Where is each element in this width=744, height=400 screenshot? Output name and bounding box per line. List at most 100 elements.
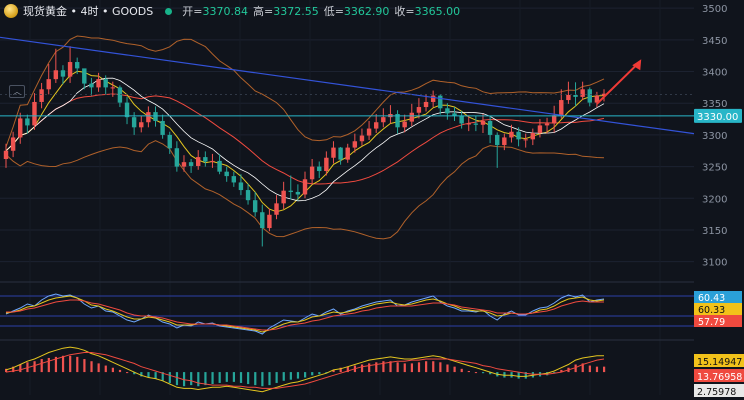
candle-body bbox=[181, 162, 187, 167]
market-status-dot-icon bbox=[165, 7, 173, 15]
y-tick-label: 3500 bbox=[702, 4, 727, 15]
candle-body bbox=[402, 121, 407, 128]
candle-body bbox=[302, 179, 308, 195]
candle-body bbox=[167, 134, 172, 149]
candle-body bbox=[580, 89, 585, 97]
macd-histogram-bar bbox=[417, 362, 421, 373]
macd-histogram-bar bbox=[403, 363, 406, 373]
macd-histogram-bar bbox=[289, 372, 292, 380]
candle-body bbox=[537, 125, 543, 134]
price-pane[interactable] bbox=[0, 35, 695, 247]
candle-body bbox=[487, 120, 493, 135]
high-label: 高= bbox=[252, 5, 274, 18]
macd-histogram-bar bbox=[175, 372, 179, 386]
macd-histogram-bar bbox=[517, 372, 520, 379]
candle-body bbox=[274, 203, 279, 215]
macd-histogram-bar bbox=[211, 372, 214, 385]
y-tick-label: 3100 bbox=[702, 258, 727, 269]
macd-histogram-bar bbox=[489, 372, 492, 375]
macd-histogram-bar bbox=[368, 363, 371, 373]
macd-histogram-bar bbox=[603, 366, 606, 373]
candle-body bbox=[74, 62, 80, 69]
candle-body bbox=[587, 89, 592, 103]
candle-body bbox=[324, 157, 329, 172]
macd-histogram-bar bbox=[5, 368, 8, 373]
candle-body bbox=[544, 123, 550, 126]
candle-body bbox=[559, 100, 564, 116]
macd-histogram-bar bbox=[61, 355, 65, 373]
candle-body bbox=[409, 112, 414, 122]
high-value: 3372.55 bbox=[273, 4, 319, 18]
macd-histogram-bar bbox=[76, 356, 79, 373]
macd-pane[interactable]: 15.14947 13.76958 2.75978 bbox=[5, 346, 744, 398]
candle-body bbox=[260, 212, 265, 229]
candle-body bbox=[18, 118, 23, 138]
macd-histogram-bar bbox=[19, 364, 22, 373]
macd-histogram-bar bbox=[69, 355, 72, 373]
candle-body bbox=[174, 148, 180, 167]
candle-body bbox=[10, 137, 16, 151]
macd-value-label: 13.76958 bbox=[697, 372, 742, 383]
macd-histogram-bar bbox=[97, 363, 100, 373]
macd-histogram-bar bbox=[425, 361, 428, 373]
candle-body bbox=[601, 93, 607, 96]
chevron-up-icon[interactable]: ︿ bbox=[9, 85, 25, 98]
candle-body bbox=[53, 70, 59, 80]
macd-histogram-bar bbox=[396, 362, 399, 373]
candle-body bbox=[89, 83, 94, 88]
macd-histogram-bar bbox=[339, 367, 342, 373]
macd-histogram-bar bbox=[239, 372, 243, 383]
macd-histogram-bar bbox=[168, 372, 171, 383]
candle-body bbox=[25, 118, 30, 126]
macd-histogram-bar bbox=[588, 365, 591, 373]
y-tick-label: 3450 bbox=[702, 36, 727, 47]
macd-histogram-bar bbox=[190, 372, 193, 386]
candle-body bbox=[502, 137, 507, 146]
macd-histogram-bar bbox=[389, 361, 392, 373]
current-price-label: 3330.00 bbox=[697, 112, 738, 123]
macd-histogram-bar bbox=[232, 372, 236, 382]
candle-body bbox=[46, 79, 51, 90]
candle-body bbox=[117, 87, 123, 103]
macd-histogram-bar bbox=[304, 372, 307, 378]
candle-body bbox=[359, 135, 365, 142]
macd-histogram-bar bbox=[218, 372, 221, 383]
candle-body bbox=[60, 70, 66, 77]
rsi-value-label: 60.43 bbox=[698, 293, 725, 304]
candle-body bbox=[267, 214, 272, 229]
candle-body bbox=[110, 87, 115, 89]
candle-body bbox=[594, 95, 600, 103]
symbol-title[interactable]: 现货黄金 • 4时 • GOODS bbox=[23, 5, 154, 18]
candle-body bbox=[516, 131, 521, 140]
macd-histogram-bar bbox=[595, 366, 599, 373]
candle-body bbox=[338, 147, 343, 160]
macd-histogram-bar bbox=[140, 372, 143, 377]
candle-body bbox=[224, 171, 229, 177]
candle-body bbox=[445, 108, 450, 114]
candle-body bbox=[160, 120, 165, 135]
price-axis: 3100 3150 3200 3250 3300 3350 3400 3450 3500 3330… bbox=[694, 0, 744, 400]
rsi-value-label: 60.33 bbox=[698, 305, 725, 316]
macd-histogram-bar bbox=[546, 372, 549, 376]
macd-histogram-bar bbox=[332, 369, 335, 373]
candle-body bbox=[466, 123, 471, 125]
macd-histogram-bar bbox=[182, 372, 186, 387]
candle-body bbox=[381, 117, 386, 123]
candle-body bbox=[32, 101, 37, 126]
macd-histogram-bar bbox=[553, 372, 556, 374]
macd-histogram-bar bbox=[118, 369, 122, 373]
candle-body bbox=[103, 79, 108, 88]
open-value: 3370.84 bbox=[202, 4, 248, 18]
rsi-value-badge bbox=[694, 315, 742, 327]
candle-body bbox=[252, 200, 258, 213]
macd-histogram-bar bbox=[360, 364, 364, 373]
gold-coin-icon bbox=[4, 4, 18, 18]
macd-histogram-bar bbox=[268, 372, 271, 386]
low-label: 低= bbox=[323, 5, 344, 18]
candle-body bbox=[373, 122, 379, 129]
projection-arrow bbox=[596, 62, 639, 105]
macd-histogram-bar bbox=[254, 372, 257, 386]
candle-body bbox=[238, 182, 244, 191]
y-tick-label: 3200 bbox=[702, 194, 727, 205]
